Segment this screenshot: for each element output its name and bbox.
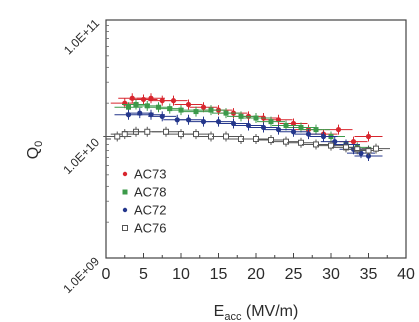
data-point [193, 109, 199, 115]
data-point [350, 139, 357, 145]
x-tick-label: 20 [247, 266, 265, 283]
data-point [208, 107, 214, 113]
data-point [354, 146, 361, 153]
data-point [283, 122, 289, 128]
data-point [268, 137, 274, 144]
legend-item-AC72: AC72 [122, 203, 167, 218]
y-axis-title: Q0 [25, 141, 45, 160]
y-tick-label: 1.0E+11 [61, 16, 102, 57]
x-tick-label: 25 [285, 266, 303, 283]
data-point [290, 120, 297, 127]
data-point [200, 104, 207, 110]
data-point [245, 122, 252, 129]
data-point [253, 136, 259, 142]
x-tick-label: 10 [172, 266, 190, 283]
legend-item-AC73: AC73 [122, 167, 167, 182]
legend-label: AC72 [134, 203, 167, 218]
data-point [200, 119, 207, 125]
data-point [335, 126, 342, 133]
data-point [238, 113, 244, 119]
data-point [268, 119, 274, 125]
x-axis-title-sub: acc [224, 311, 242, 322]
y-tick-label: 1.0E+10 [60, 135, 102, 177]
data-point [290, 129, 297, 135]
data-point [215, 119, 222, 125]
data-point [129, 95, 135, 101]
data-point [185, 101, 192, 108]
data-point [365, 153, 372, 159]
data-point [305, 131, 312, 137]
legend-marker [122, 189, 128, 195]
data-point [298, 124, 304, 130]
x-tick-label: 40 [397, 266, 415, 283]
data-point [223, 133, 229, 140]
data-point [223, 110, 229, 116]
legend-item-AC76: AC76 [122, 221, 167, 236]
data-point [140, 96, 147, 103]
series-AC72 [114, 108, 383, 161]
data-point [121, 131, 128, 138]
data-point [114, 133, 121, 140]
data-point [343, 144, 349, 151]
series-group [103, 93, 390, 161]
legend-item-AC78: AC78 [122, 185, 167, 200]
legend-label: AC73 [134, 167, 167, 182]
x-tick-label: 15 [210, 266, 228, 283]
data-point [156, 104, 161, 110]
y-axis-title-main: Q [25, 147, 42, 159]
data-point [328, 142, 334, 149]
legend-marker [122, 207, 128, 213]
data-point [230, 120, 237, 127]
x-tick-label: 0 [102, 266, 111, 283]
y-axis-title-sub: 0 [33, 141, 45, 147]
series-AC73 [110, 93, 383, 147]
data-point [260, 124, 267, 131]
data-point [313, 141, 319, 148]
data-point [144, 128, 151, 135]
data-point [193, 131, 199, 138]
x-axis-title: Eacc (MV/m) [214, 303, 299, 322]
data-point [178, 107, 184, 113]
x-tick-label: 5 [139, 266, 148, 283]
x-tick-label: 35 [360, 266, 378, 283]
data-point [253, 115, 259, 121]
data-point [283, 138, 289, 145]
x-axis-title-unit: (MV/m) [241, 303, 298, 320]
data-point [126, 104, 131, 110]
data-point [373, 145, 379, 152]
data-point [365, 133, 372, 140]
x-axis-title-main: E [214, 303, 225, 320]
data-point [365, 147, 372, 154]
legend-marker [122, 225, 128, 231]
legend-label: AC76 [134, 221, 167, 236]
x-tick-label: 30 [322, 266, 340, 283]
legend-marker [122, 171, 128, 177]
data-point [275, 126, 282, 133]
data-point [148, 95, 154, 101]
legend-label: AC78 [134, 185, 167, 200]
data-point [133, 101, 139, 107]
data-point [163, 128, 169, 135]
series-AC76 [103, 126, 390, 156]
legend: AC73 AC78 AC72 AC76 [122, 167, 167, 236]
data-point [320, 133, 327, 140]
data-point [144, 103, 150, 109]
data-point [298, 139, 304, 146]
data-point [167, 106, 173, 112]
data-point [313, 127, 319, 133]
data-point [185, 117, 192, 123]
data-point [159, 113, 165, 119]
y-tick-label: 1.0E+09 [60, 254, 102, 296]
data-point [275, 117, 282, 123]
data-point [170, 98, 177, 104]
